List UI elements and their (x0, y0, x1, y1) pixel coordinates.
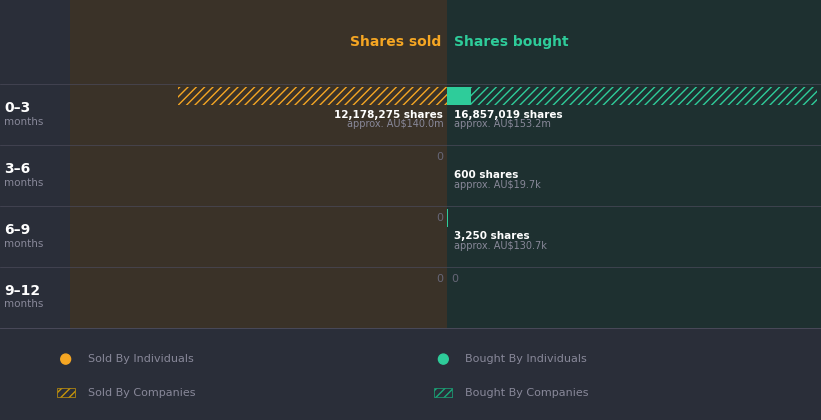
Text: 0–3: 0–3 (4, 101, 30, 116)
Text: months: months (4, 178, 44, 188)
Text: Shares sold: Shares sold (350, 35, 441, 49)
Text: 3,250 shares: 3,250 shares (454, 231, 530, 241)
Text: 6–9: 6–9 (4, 223, 30, 237)
Bar (447, 145, 821, 206)
Text: months: months (4, 299, 44, 310)
Text: 9–12: 9–12 (4, 284, 40, 298)
Bar (470, 87, 817, 105)
Bar (447, 0, 821, 84)
Text: 16,857,019 shares: 16,857,019 shares (454, 110, 562, 120)
Text: Sold By Individuals: Sold By Individuals (88, 354, 193, 364)
Text: Bought By Companies: Bought By Companies (466, 388, 589, 398)
Text: 0: 0 (436, 152, 443, 162)
Text: approx. AU$130.7k: approx. AU$130.7k (454, 241, 547, 250)
Bar (70, 267, 447, 328)
Bar (447, 206, 821, 267)
Text: Bought By Individuals: Bought By Individuals (466, 354, 587, 364)
Text: 3–6: 3–6 (4, 162, 30, 176)
Bar (434, 388, 452, 397)
Bar (447, 84, 821, 145)
Text: approx. AU$19.7k: approx. AU$19.7k (454, 180, 541, 189)
Bar (57, 388, 75, 397)
Text: months: months (4, 239, 44, 249)
Text: approx. AU$153.2m: approx. AU$153.2m (454, 119, 551, 129)
Text: 12,178,275 shares: 12,178,275 shares (334, 110, 443, 120)
Ellipse shape (61, 354, 71, 364)
Bar (70, 206, 447, 267)
Bar (70, 0, 447, 84)
Bar (177, 87, 447, 105)
Text: 0: 0 (436, 213, 443, 223)
Bar (447, 87, 470, 105)
Text: approx. AU$140.0m: approx. AU$140.0m (346, 119, 443, 129)
Bar (447, 267, 821, 328)
Bar (70, 145, 447, 206)
Ellipse shape (438, 354, 448, 364)
Text: 0: 0 (436, 274, 443, 284)
Bar (70, 84, 447, 145)
Text: Shares bought: Shares bought (454, 35, 569, 49)
Text: Sold By Companies: Sold By Companies (88, 388, 195, 398)
Text: 0: 0 (452, 274, 459, 284)
Text: months: months (4, 117, 44, 127)
Text: 600 shares: 600 shares (454, 171, 518, 181)
